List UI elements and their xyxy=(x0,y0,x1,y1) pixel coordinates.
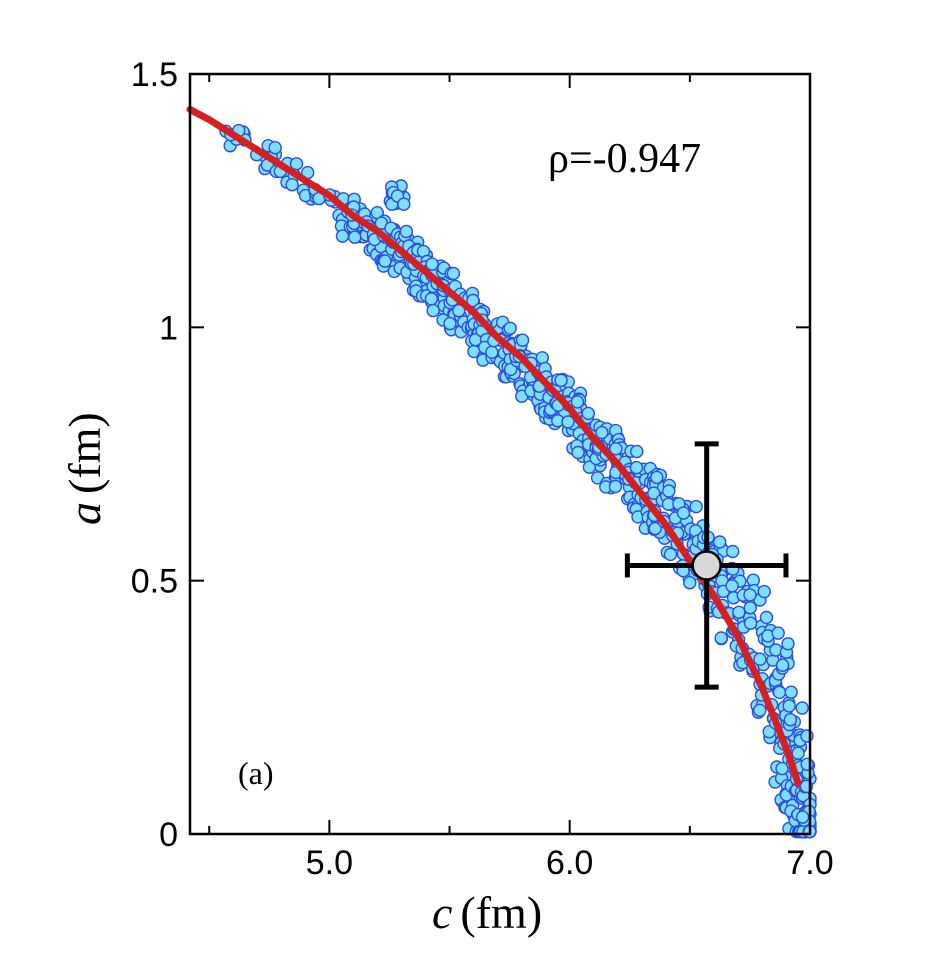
scatter-point xyxy=(791,746,805,760)
y-tick-label: 0 xyxy=(159,816,178,854)
scatter-points xyxy=(219,123,817,839)
scatter-point xyxy=(595,425,609,440)
scatter-point xyxy=(676,506,691,520)
scatter-point xyxy=(783,713,798,727)
scatter-point xyxy=(771,626,785,640)
x-tick-label: 7.0 xyxy=(786,844,833,882)
x-tick-label: 6.0 xyxy=(546,844,593,882)
x-axis-variable: c xyxy=(432,887,452,938)
scatter-point xyxy=(725,579,739,593)
y-tick-label: 0.5 xyxy=(131,563,178,601)
scatter-point xyxy=(759,610,774,625)
scatter-point xyxy=(554,373,568,388)
correlation-annotation: ρ=-0.947 xyxy=(548,136,701,182)
scatter-point xyxy=(348,230,362,244)
panel-label: (a) xyxy=(238,755,274,791)
scatter-point xyxy=(662,484,676,498)
scatter-point xyxy=(726,544,740,559)
reference-point xyxy=(691,550,722,581)
scatter-point xyxy=(714,631,728,645)
plot-frame xyxy=(188,72,812,836)
scatter-point xyxy=(609,442,623,456)
scatter-point xyxy=(571,445,585,460)
y-axis-unit: (fm) xyxy=(59,412,110,494)
x-axis-title: c (fm) xyxy=(432,887,542,938)
scatter-point xyxy=(446,266,461,281)
x-axis-unit: (fm) xyxy=(460,887,542,938)
scatter-point xyxy=(608,479,623,494)
scatter-point xyxy=(466,293,480,308)
scatter-point xyxy=(289,157,304,171)
scatter-point xyxy=(629,460,644,475)
scatter-point xyxy=(452,304,466,318)
scatter-point xyxy=(784,685,798,699)
y-tick-label: 1.5 xyxy=(131,56,178,94)
scatter-point xyxy=(689,499,703,514)
reference-point-errorbars xyxy=(624,441,789,690)
scatter-point xyxy=(683,576,697,590)
scatter-point xyxy=(582,460,597,474)
scatter-point xyxy=(630,444,644,459)
scatter-point xyxy=(647,486,661,500)
fit-curve xyxy=(186,106,802,787)
y-tick-label: 1 xyxy=(159,309,178,347)
axis-tick-labels: 5.0 6.0 7.0 0 0.5 1 1.5 xyxy=(131,56,834,882)
scatter-point xyxy=(713,535,727,549)
scatter-point xyxy=(570,395,585,409)
scatter-point xyxy=(743,616,758,630)
scatter-point xyxy=(757,584,771,599)
scatter-point xyxy=(775,658,790,672)
scatter-point xyxy=(648,521,662,536)
scatter-point xyxy=(782,699,796,713)
scatter-point xyxy=(732,605,746,619)
scatter-point xyxy=(753,703,767,717)
scatter-point xyxy=(743,601,757,615)
scatter-point xyxy=(425,257,439,271)
scatter-point xyxy=(581,406,595,421)
scatter-point xyxy=(762,725,776,739)
scatter-point xyxy=(268,140,282,155)
scatter-point xyxy=(397,197,411,211)
scatter-point xyxy=(781,637,795,651)
scatter-point xyxy=(503,321,517,335)
scatter-point xyxy=(535,351,549,365)
scatter-point xyxy=(650,470,664,485)
scatter-point xyxy=(743,588,757,602)
scatter-point xyxy=(424,292,439,306)
y-axis-title: a (fm) xyxy=(59,412,110,525)
scatter-point xyxy=(800,757,814,771)
scatter-point xyxy=(772,685,787,700)
scatter-point xyxy=(485,345,499,359)
scatter-point xyxy=(775,761,789,776)
axis-ticks xyxy=(190,73,811,835)
scatter-point xyxy=(443,316,457,331)
scatter-point xyxy=(426,303,440,318)
y-axis-variable: a xyxy=(59,502,110,525)
scatter-point xyxy=(795,701,809,715)
scatter-point xyxy=(285,177,299,192)
scatter-point xyxy=(378,254,392,268)
scatter-point xyxy=(561,415,575,429)
scatter-point xyxy=(663,547,678,562)
scatter-point xyxy=(399,224,414,239)
scatter-point xyxy=(795,810,810,824)
x-tick-label: 5.0 xyxy=(306,844,353,882)
scatter-point xyxy=(753,652,767,666)
scatter-point xyxy=(515,333,530,347)
